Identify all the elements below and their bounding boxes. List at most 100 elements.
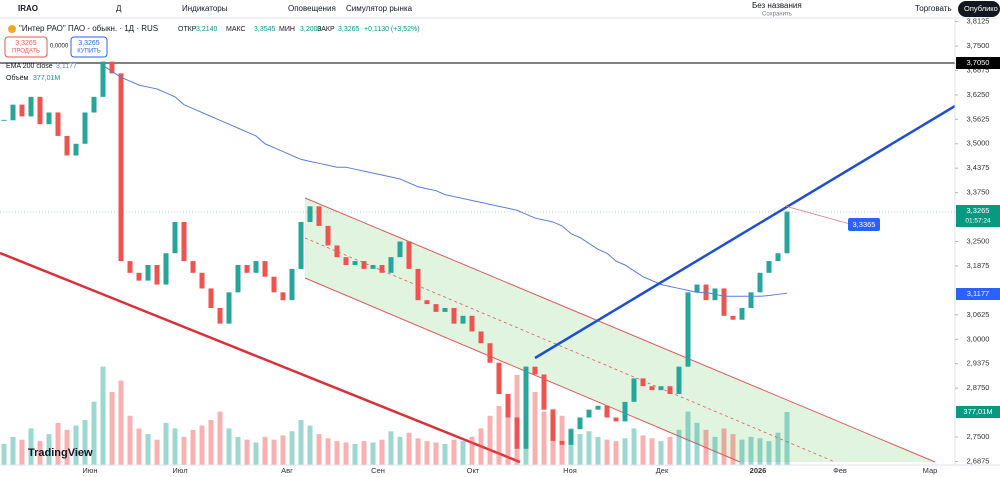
- candle: [100, 61, 106, 97]
- indicators-button[interactable]: Индикаторы: [182, 4, 228, 13]
- candle: [226, 292, 232, 324]
- buy-price: 3,3265: [78, 40, 100, 47]
- candle: [307, 206, 313, 222]
- candle: [10, 104, 16, 121]
- candle: [424, 300, 430, 305]
- volume-bar: [82, 420, 88, 465]
- target-box: [848, 218, 880, 231]
- volume-value: 377,01M: [33, 75, 60, 82]
- candle: [73, 143, 79, 156]
- volume-bar: [487, 415, 493, 465]
- interval[interactable]: Д: [116, 4, 122, 13]
- candle: [433, 304, 439, 312]
- volume-bar: [145, 434, 151, 465]
- y-tick-label: 3,2500: [967, 237, 990, 246]
- buy-button[interactable]: [70, 36, 108, 58]
- countdown: 01:57:24: [965, 218, 991, 225]
- price-ticks: 3,8125 3,7500 3,6875 3,6250 3,5625 3,5000 3,43…: [955, 17, 990, 465]
- target-label: 3,3365: [853, 220, 876, 229]
- candle: [55, 112, 61, 136]
- volume-bar: [640, 435, 646, 465]
- candle: [244, 264, 250, 273]
- candle: [253, 261, 259, 273]
- time-label: Мар: [923, 466, 938, 475]
- volume-bar: [10, 436, 16, 465]
- candle: [181, 221, 187, 262]
- candle: [343, 257, 349, 265]
- y-tick-label: 3,6250: [967, 90, 990, 99]
- candle: [694, 284, 700, 293]
- candle: [676, 366, 682, 395]
- volume-bar: [379, 439, 385, 465]
- volume-bar: [604, 439, 610, 465]
- candle: [271, 276, 277, 293]
- sell-label: ПРОДАТЬ: [12, 49, 40, 55]
- volume-bar: [181, 436, 187, 465]
- y-tick-label: 2,8750: [967, 383, 990, 392]
- plot: [1, 61, 790, 465]
- volume-bar: [253, 442, 259, 465]
- volume-bar: [658, 441, 664, 465]
- volume-bar: [613, 441, 619, 465]
- close-label: ЗАКР: [317, 26, 335, 33]
- volume-bar: [712, 436, 718, 465]
- volume-bar: [496, 405, 502, 465]
- volume-bar: [298, 420, 304, 465]
- volume-bar: [757, 438, 763, 465]
- candle: [460, 315, 466, 324]
- volume-bar: [595, 436, 601, 465]
- volume-bar: [541, 411, 547, 465]
- candle: [109, 61, 115, 74]
- channel-bottom: [304, 277, 741, 463]
- y-tick-label: 3,0625: [967, 310, 990, 319]
- publish-button-bg[interactable]: [958, 1, 1000, 17]
- candle: [667, 386, 673, 395]
- volume-bar: [64, 429, 70, 465]
- ema-price: 3,1177: [967, 289, 989, 298]
- time-label: Авг: [281, 466, 293, 475]
- volume-bar: [478, 428, 484, 465]
- volume-bar: [352, 443, 358, 465]
- volume-bar: [442, 443, 448, 465]
- price-axis: [955, 19, 1000, 465]
- time-axis: [0, 465, 1000, 477]
- time-label: 2026: [750, 466, 767, 475]
- candle: [172, 221, 178, 254]
- volume-bar: [343, 442, 349, 465]
- candle: [199, 272, 205, 289]
- alerts-button[interactable]: Оповещения: [288, 4, 336, 13]
- candle: [289, 268, 295, 301]
- layout-name[interactable]: Без названия: [752, 1, 802, 10]
- candle: [640, 378, 646, 387]
- candle: [208, 288, 214, 308]
- volume-bar: [748, 436, 754, 465]
- candle: [577, 417, 583, 430]
- replay-button[interactable]: Симулятор рынка: [346, 4, 413, 13]
- low-label: МИН: [279, 26, 295, 33]
- candle: [262, 261, 268, 277]
- volume-price: 377,01M: [963, 407, 992, 416]
- y-tick-label: 2,7500: [967, 432, 990, 441]
- volume-bar: [46, 434, 52, 465]
- trend-line-blue: [534, 101, 961, 360]
- candle: [559, 440, 565, 445]
- volume-bar: [559, 415, 565, 465]
- volume-bar: [262, 436, 268, 465]
- y-tick-label: 3,1875: [967, 261, 990, 270]
- symbol[interactable]: IRAO: [18, 4, 38, 13]
- publish-button[interactable]: Опублико: [964, 4, 998, 13]
- candle: [280, 292, 286, 301]
- candle: [568, 429, 574, 445]
- y-tick-label: 3,0000: [967, 334, 990, 343]
- trade-button[interactable]: Торговать: [915, 4, 952, 13]
- candle: [406, 241, 412, 269]
- sell-button[interactable]: [4, 36, 48, 58]
- volume-bar: [451, 439, 457, 465]
- candle: [658, 386, 664, 391]
- volume-bar: [676, 429, 682, 465]
- time-label: Дек: [656, 466, 669, 475]
- candle: [586, 409, 592, 418]
- candle: [739, 307, 745, 320]
- time-label: Июн: [82, 466, 97, 475]
- projection-line: [784, 205, 851, 225]
